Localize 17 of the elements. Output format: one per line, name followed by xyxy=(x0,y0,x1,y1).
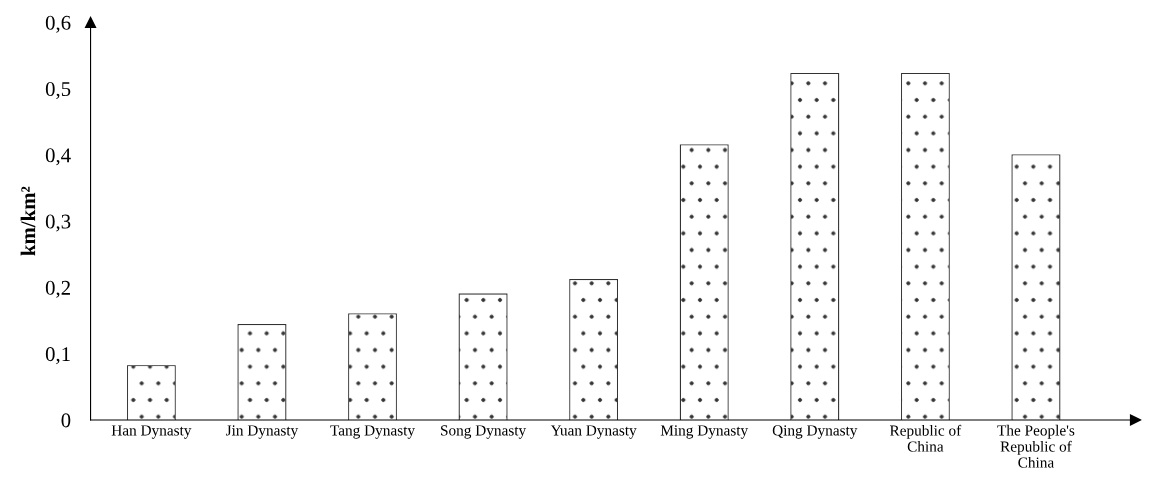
x-tick-label: Republic of China xyxy=(889,424,962,452)
y-tick-label: 0,4 xyxy=(45,148,71,166)
x-tick-label: Ming Dynasty xyxy=(660,425,749,439)
y-tick-label: 0,3 xyxy=(45,214,71,232)
x-tick-label: Song Dynasty xyxy=(441,425,527,439)
y-tick-label: 0,1 xyxy=(45,347,70,365)
y-tick-label: 0,6 xyxy=(45,15,71,33)
x-tick-label: Han Dynasty xyxy=(111,425,192,439)
y-tick-label: 0 xyxy=(61,413,71,428)
y-axis-title: km/km² xyxy=(20,186,36,256)
x-tick-label: Jin Dynasty xyxy=(225,425,299,439)
x-tick-label: Tang Dynasty xyxy=(330,425,415,439)
x-tick-label: Qing Dynasty xyxy=(772,425,858,439)
x-tick-label: Yuan Dynasty xyxy=(550,425,637,439)
y-tick-label: 0,5 xyxy=(45,82,71,100)
y-tick-label: 0,2 xyxy=(45,280,70,298)
x-tick-label: The People's Republic of China xyxy=(997,424,1075,468)
